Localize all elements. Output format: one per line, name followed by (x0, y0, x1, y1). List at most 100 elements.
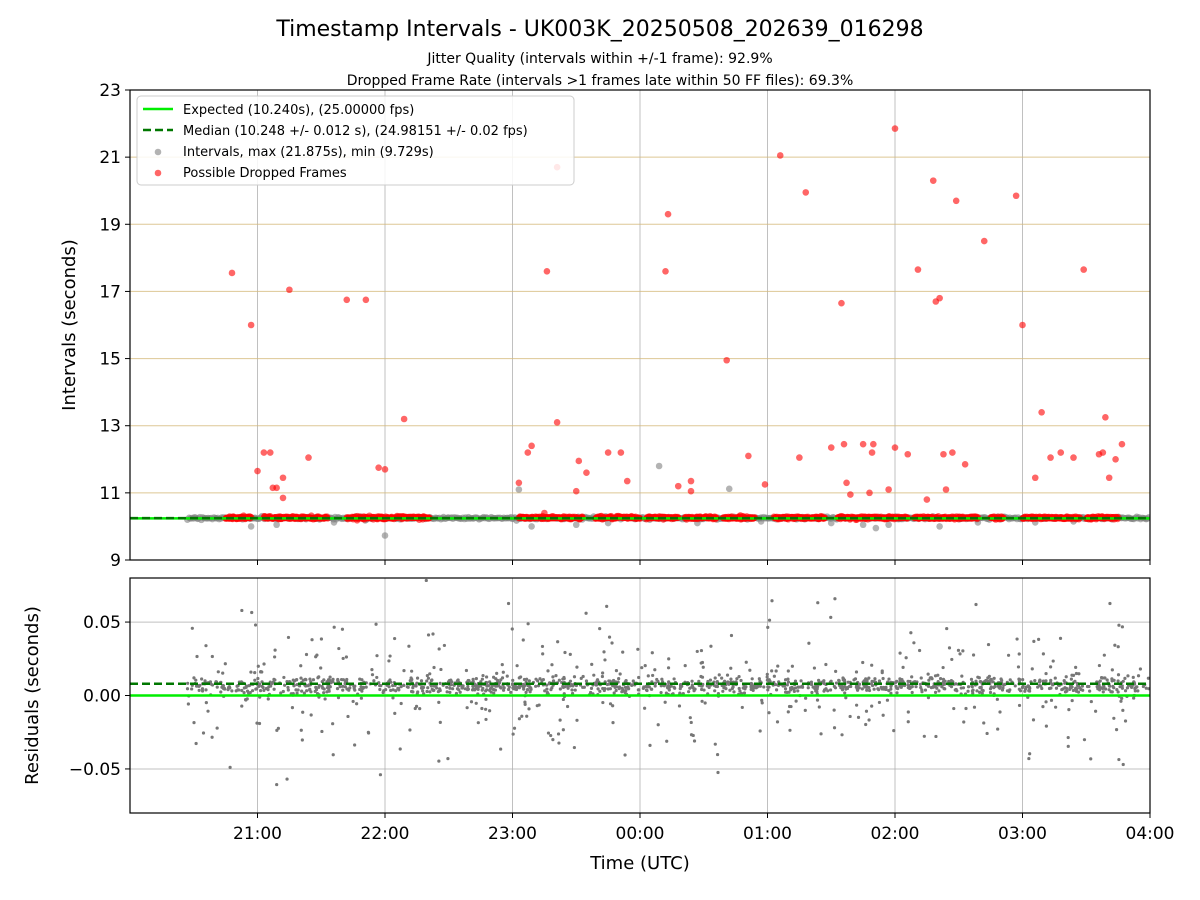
residual-point (1146, 676, 1150, 680)
residual-point (816, 684, 820, 689)
residual-point (295, 683, 299, 687)
residual-point (279, 691, 283, 695)
residual-point (466, 684, 470, 689)
residual-point (715, 684, 720, 689)
residual-point (240, 704, 244, 708)
residual-point (319, 637, 324, 641)
dropped-frame-point (528, 442, 535, 450)
residual-point (438, 720, 442, 724)
residual-point (786, 669, 790, 673)
residual-point (1040, 686, 1044, 691)
residual-point (389, 688, 393, 692)
residual-point (1044, 671, 1048, 676)
residual-point (384, 688, 388, 692)
interval-point (936, 523, 943, 530)
dropped-frame-point (381, 466, 389, 473)
residual-point (715, 680, 719, 684)
residual-point (803, 708, 807, 712)
residual-point (522, 687, 526, 691)
residual-point (643, 663, 647, 668)
residual-point (396, 686, 400, 690)
residual-point (691, 733, 695, 738)
residual-point (541, 678, 545, 682)
residual-point (1125, 686, 1130, 690)
residual-point (895, 679, 899, 684)
residual-point (822, 688, 827, 692)
residual-point (688, 716, 692, 720)
residual-point (758, 684, 762, 688)
residual-point (611, 704, 615, 708)
residual-point (345, 677, 349, 682)
residual-point (499, 678, 503, 682)
residual-point (738, 689, 742, 693)
x-tick-label: 01:00 (743, 824, 792, 844)
residual-point (700, 699, 704, 703)
residual-point (767, 685, 771, 689)
residual-point (320, 729, 324, 734)
residual-point (999, 677, 1003, 681)
residual-point (620, 686, 624, 690)
residual-point (1115, 687, 1119, 692)
residual-point (331, 680, 335, 684)
residual-point (458, 690, 462, 694)
residual-point (517, 717, 522, 721)
residual-point (841, 678, 845, 682)
residual-point (505, 674, 509, 678)
residual-point (612, 691, 616, 695)
residual-point (998, 710, 1002, 714)
residual-point (934, 734, 938, 739)
residual-point (796, 689, 800, 693)
residual-point (1063, 681, 1067, 685)
residual-point (766, 625, 770, 630)
residual-point (929, 686, 933, 690)
residual-point (863, 685, 867, 689)
dropped-frame-point (543, 267, 551, 275)
residual-point (528, 690, 532, 694)
residual-point (570, 688, 574, 692)
residual-point (807, 641, 811, 645)
residual-point (1044, 679, 1048, 683)
residual-point (414, 704, 419, 708)
residual-point (1016, 665, 1021, 669)
residual-point (558, 718, 562, 722)
residual-point (692, 739, 697, 743)
residual-point (998, 686, 1002, 690)
residual-point (611, 720, 615, 725)
residual-point (624, 678, 628, 683)
dropped-frame-point (575, 457, 583, 465)
residual-point (501, 670, 505, 674)
residual-point (706, 679, 710, 684)
residual-point (430, 678, 434, 682)
dropped-frame-point (776, 152, 784, 159)
residual-point (464, 668, 469, 673)
residual-point (517, 676, 521, 680)
y-axis-label: Residuals (seconds) (22, 606, 43, 785)
residual-point (223, 662, 227, 666)
residual-point (667, 688, 671, 692)
residual-point (589, 690, 593, 695)
residual-point (1089, 757, 1093, 761)
residual-point (582, 685, 586, 689)
residual-point (986, 676, 990, 680)
residual-point (1054, 686, 1059, 690)
residual-point (936, 673, 940, 677)
residual-point (481, 673, 485, 678)
residual-point (465, 688, 470, 692)
residual-point (720, 676, 724, 680)
residual-point (870, 679, 874, 683)
residual-point (447, 678, 452, 683)
residual-point (645, 688, 649, 693)
residual-point (691, 685, 695, 689)
residual-point (986, 642, 991, 647)
residual-point (436, 690, 440, 694)
residual-point (598, 689, 602, 693)
residual-point (598, 627, 602, 631)
residual-point (972, 705, 977, 709)
dropped-frame-point (515, 479, 523, 487)
residual-point (437, 700, 441, 704)
dropped-frame-point (228, 269, 236, 277)
dropped-frame-point (1105, 474, 1113, 482)
residual-point (949, 685, 954, 689)
dropped-frame-point (923, 496, 931, 503)
residual-point (389, 680, 393, 684)
